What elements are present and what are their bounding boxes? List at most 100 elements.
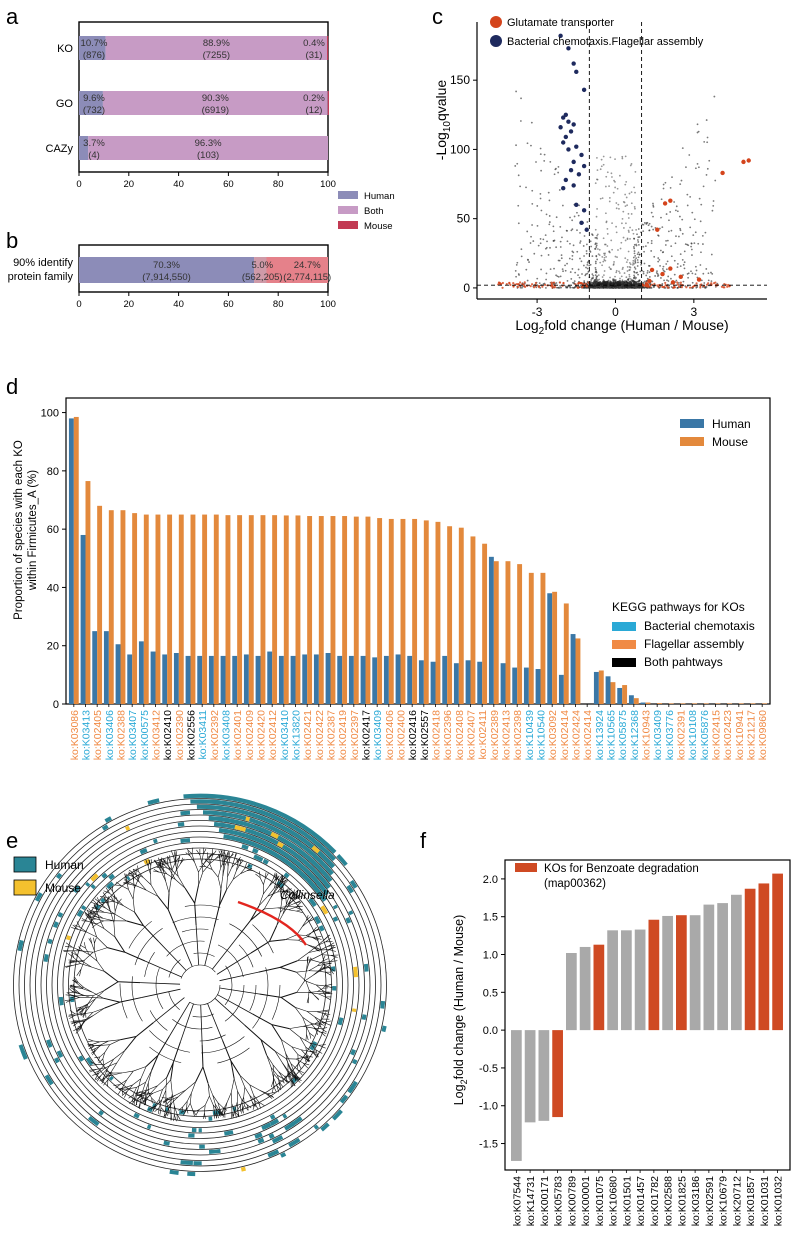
tree-branch — [306, 997, 309, 1004]
data-point — [640, 263, 643, 266]
tree-branch — [277, 1075, 285, 1080]
tree-branch — [90, 1048, 96, 1051]
ring-mark — [313, 886, 320, 893]
tree-branch — [230, 1078, 235, 1093]
tree-branch — [186, 848, 193, 855]
data-point — [515, 264, 518, 266]
tree-branch — [156, 1099, 163, 1106]
tree-branch — [276, 874, 279, 881]
flagellar-point — [574, 69, 579, 75]
tree-branch — [160, 871, 166, 882]
data-point — [665, 263, 668, 265]
tree-branch — [282, 890, 286, 897]
data-point — [621, 268, 624, 271]
tree-branch — [315, 1049, 323, 1054]
pathway-legend-swatch — [612, 658, 636, 667]
flagellar-point — [581, 208, 587, 213]
chart-a: KO 10.7%(876)88.9%(7255)0.4%(31)GO 9.6%(73… — [46, 21, 395, 232]
data-point — [512, 282, 515, 285]
tree-branch — [153, 997, 185, 1023]
tree-branch — [107, 1071, 112, 1080]
data-point — [706, 136, 709, 139]
data-point — [633, 237, 635, 240]
tree-branch — [281, 892, 285, 901]
legend-swatch — [515, 863, 537, 872]
tree-branch — [163, 864, 171, 871]
tree-branch — [302, 1017, 307, 1027]
tree-branch — [128, 869, 136, 875]
data-point — [674, 242, 677, 245]
data-point — [519, 120, 522, 122]
data-point — [650, 239, 653, 242]
tree-branch — [204, 926, 215, 966]
y-axis-label-main: -Log — [433, 132, 449, 160]
data-point — [632, 232, 635, 235]
tree-branch — [217, 1102, 224, 1108]
data-point — [633, 275, 636, 278]
data-point — [633, 266, 636, 269]
data-point — [523, 281, 526, 284]
data-point — [625, 286, 628, 288]
tree-branch — [266, 1094, 273, 1099]
tree-branch — [277, 891, 286, 893]
tree-branch — [296, 1062, 299, 1070]
tree-branch — [243, 1087, 246, 1098]
tree-branch — [251, 1101, 255, 1108]
tree-branch — [104, 1058, 114, 1065]
data-point — [531, 224, 533, 226]
pct-label: 5.0% — [251, 260, 273, 271]
tree-branch — [103, 898, 108, 905]
tree-branch — [204, 858, 210, 864]
tree-branch — [209, 1095, 214, 1106]
x-tick-label: ko:K02422 — [314, 710, 326, 760]
tree-branch — [82, 961, 92, 968]
tree-branch — [158, 1099, 162, 1108]
data-point — [634, 281, 637, 283]
legend-label: Human — [712, 417, 751, 431]
tree-branch — [175, 879, 186, 889]
ring-mark — [283, 872, 290, 879]
panel-letter-c: c — [432, 4, 443, 29]
ring-mark — [146, 1106, 153, 1113]
data-point — [662, 187, 665, 190]
tree-branch — [113, 902, 116, 912]
tree-branch — [318, 970, 326, 973]
flagellar-point — [581, 87, 587, 93]
data-point — [614, 158, 616, 161]
tree-branch — [314, 1016, 321, 1021]
ring-mark — [180, 1160, 193, 1166]
data-point — [517, 283, 520, 286]
bar-mouse — [505, 561, 511, 704]
data-point — [634, 261, 637, 264]
data-point — [637, 243, 640, 246]
data-point — [618, 272, 621, 274]
tree-branch — [298, 936, 308, 941]
x-tick-label: ko:K02392 — [209, 710, 221, 760]
tree-branch — [180, 1003, 194, 1042]
bar-mouse — [307, 516, 313, 704]
data-point — [652, 228, 655, 231]
data-point — [536, 205, 539, 207]
data-point — [657, 257, 660, 259]
tree-branch — [285, 1058, 291, 1069]
data-point — [581, 286, 584, 289]
tree-branch — [269, 925, 278, 942]
data-point — [652, 204, 655, 207]
tree-branch — [166, 1104, 171, 1113]
tree-branch — [279, 900, 283, 913]
ring-mark — [147, 798, 160, 806]
collinsella-arc — [237, 900, 308, 946]
data-point — [531, 202, 534, 205]
x-tick-label: ko:K02588 — [663, 1176, 675, 1226]
bar-mouse — [692, 703, 698, 704]
data-point — [624, 239, 627, 242]
tree-branch — [100, 1040, 109, 1046]
tree-branch — [157, 896, 169, 910]
x-tick-label: ko:K02420 — [256, 710, 268, 760]
data-point — [569, 216, 571, 219]
x-tick-label: ko:K03410 — [279, 710, 291, 760]
tree-branch — [156, 866, 164, 868]
x-tick-label: ko:K00575 — [139, 710, 151, 760]
bar-mouse — [365, 516, 371, 704]
